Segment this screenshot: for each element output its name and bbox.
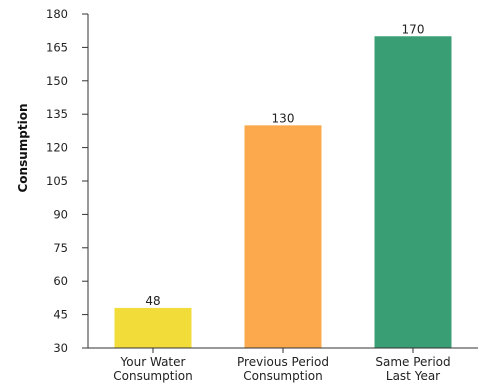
y-axis-title: Consumption [16, 103, 30, 192]
x-tick-label: Same Period [375, 355, 450, 369]
x-tick-label: Consumption [243, 369, 322, 383]
bars: 48 130 170 [114, 22, 452, 349]
bar-value-label: 48 [145, 294, 160, 308]
y-tick-label: 45 [53, 308, 68, 322]
y-tick-label: 165 [46, 40, 68, 54]
bar [244, 125, 322, 348]
y-axis: 30 45 60 75 90 105 120 135 150 165 180 [46, 7, 89, 355]
y-tick-label: 90 [53, 207, 68, 221]
x-tick-label: Your Water [120, 355, 186, 369]
y-tick-label: 135 [46, 107, 68, 121]
y-tick-label: 150 [46, 74, 68, 88]
bar-value-label: 130 [272, 111, 295, 125]
y-tick-label: 180 [46, 7, 68, 21]
y-tick-label: 105 [46, 174, 68, 188]
x-tick-label: Consumption [113, 369, 192, 383]
y-tick-label: 75 [53, 241, 68, 255]
y-tick-label: 30 [53, 341, 68, 355]
y-tick-label: 60 [53, 274, 68, 288]
bar [114, 307, 192, 348]
y-tick-label: 120 [46, 141, 68, 155]
x-tick-label: Last Year [386, 369, 440, 383]
bar-value-label: 170 [402, 22, 425, 36]
bar [374, 36, 452, 349]
x-tick-label: Previous Period [237, 355, 329, 369]
